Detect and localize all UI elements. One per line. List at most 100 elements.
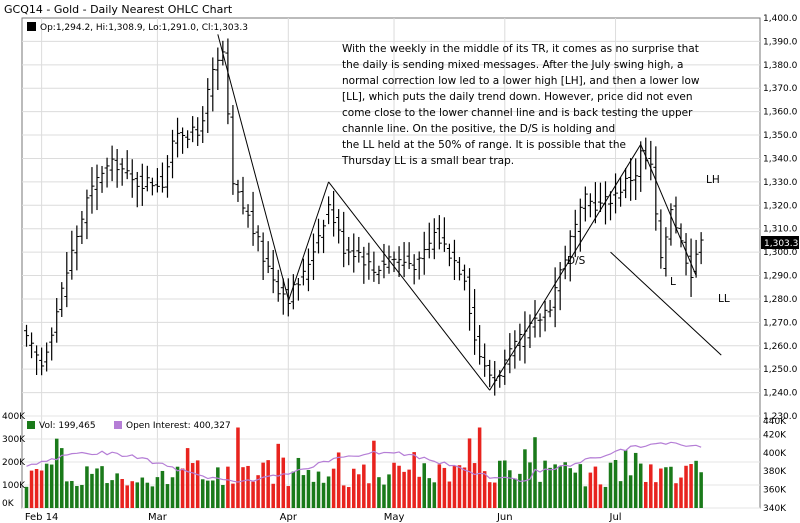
last-price-label: 1,303.3 [764, 239, 798, 249]
volume-bar [417, 476, 421, 508]
volume-bar [593, 466, 598, 508]
annotation-line: the daily is sending mixed messages. Aft… [342, 59, 683, 71]
oi-tick-label: 380K [763, 467, 787, 477]
volume-bar [513, 478, 517, 508]
volume-bar [452, 466, 457, 508]
volume-bar [341, 485, 346, 508]
volume-bar [271, 483, 275, 508]
volume-bar [588, 472, 593, 508]
volume-bar [427, 478, 432, 508]
volume-bar [155, 477, 160, 508]
volume-axis: 0K 100K 200K 300K 400K [2, 412, 26, 509]
volume-bar [508, 470, 512, 508]
volume-bar [553, 464, 557, 508]
last-price-box [761, 236, 799, 249]
volume-bar [54, 438, 59, 508]
date-tick-label: Jun [496, 512, 513, 523]
volume-bar [175, 466, 180, 508]
ohlc-readout: Op:1,294.2, Hi:1,308.9, Lo:1,291.0, Cl:1… [40, 23, 248, 33]
volume-bar [472, 463, 477, 508]
volume-bar [306, 470, 311, 508]
volume-bar [216, 467, 220, 508]
chart-title: GCQ14 - Gold - Daily Nearest OHLC Chart [4, 3, 233, 16]
oi-legend-swatch [114, 421, 122, 429]
annotation-text: With the weekly in the middle of its TR,… [341, 43, 700, 167]
volume-bar [649, 464, 653, 508]
volume-bar [533, 437, 537, 508]
volume-bar [492, 482, 497, 508]
price-tick-label: 1,320.0 [763, 201, 798, 211]
annotation-line: normal correction low led to a lower hig… [342, 75, 700, 87]
volume-bar [261, 462, 265, 508]
volume-bar [70, 480, 74, 508]
price-tick-label: 1,280.0 [763, 295, 798, 305]
annotation-line: With the weekly in the middle of its TR,… [342, 43, 699, 55]
volume-bar [291, 471, 296, 508]
volume-bar [311, 481, 316, 508]
ohlc-bars [24, 38, 704, 396]
volume-bar [623, 450, 628, 508]
volume-bar [321, 482, 326, 508]
price-tick-label: 1,270.0 [763, 318, 798, 328]
volume-bar [241, 467, 245, 508]
volume-readout: Vol: 199,465 [39, 421, 96, 431]
annotation-line: channle line. On the positive, the D/S i… [342, 123, 615, 135]
volume-tick-label: 0K [2, 499, 15, 509]
volume-tick-label: 200K [2, 458, 26, 468]
volume-bar [477, 427, 482, 508]
volume-bar [140, 477, 145, 508]
date-tick-label: Feb 14 [25, 512, 59, 523]
volume-bar [39, 470, 44, 508]
volume-bar [135, 482, 140, 508]
oi-tick-label: 420K [763, 430, 787, 440]
volume-bar [664, 467, 668, 508]
volume-bar [694, 460, 698, 508]
volume-bar [236, 427, 240, 508]
volume-bar [447, 481, 452, 508]
price-axis: 1,230.0 1,240.0 1,250.0 1,260.0 1,270.0 1,280… [763, 14, 798, 422]
annotation-line: [LL], which puts the daily trend down. H… [342, 91, 693, 103]
volume-bar [613, 460, 618, 508]
price-tick-label: 1,250.0 [763, 365, 798, 375]
volume-bar [331, 468, 336, 508]
price-tick-label: 1,360.0 [763, 108, 798, 118]
price-tick-label: 1,380.0 [763, 61, 798, 71]
price-tick-label: 1,390.0 [763, 37, 798, 47]
volume-bar [150, 486, 155, 508]
volume-bar [699, 472, 703, 508]
volume-bar [200, 479, 205, 508]
volume-bar [628, 475, 633, 508]
oi-tick-label: 400K [763, 449, 787, 459]
volume-tick-label: 400K [2, 412, 26, 422]
volume-bar [573, 472, 578, 508]
ll-label: LL [718, 293, 730, 305]
price-tick-label: 1,300.0 [763, 248, 798, 258]
volume-bar [669, 466, 673, 508]
volume-bar [487, 482, 492, 508]
volume-bar [336, 452, 341, 508]
volume-bar [110, 480, 114, 508]
ohlc-legend-swatch [27, 22, 36, 31]
volume-bar [205, 480, 210, 508]
volume-bar [170, 477, 175, 508]
volume-tick-label: 300K [2, 435, 26, 445]
volume-bar [503, 460, 507, 508]
volume-bar [457, 465, 462, 508]
volume-bar [90, 473, 94, 508]
volume-bar [286, 486, 291, 508]
trendline [610, 251, 722, 356]
volume-bar [422, 463, 427, 508]
trendline [287, 181, 330, 302]
l-label: L [670, 276, 676, 288]
volume-bar [80, 484, 84, 508]
oi-tick-label: 360K [763, 486, 787, 496]
volume-bar [256, 475, 260, 508]
volume-bar [85, 466, 89, 508]
price-tick-label: 1,350.0 [763, 131, 798, 141]
volume-bar [659, 468, 663, 508]
volume-bar [497, 460, 502, 508]
volume-bar [180, 468, 185, 508]
volume-bar [482, 471, 487, 508]
annotation-line: come close to the lower channel line and… [342, 107, 693, 119]
volume-tick-label: 100K [2, 481, 26, 491]
